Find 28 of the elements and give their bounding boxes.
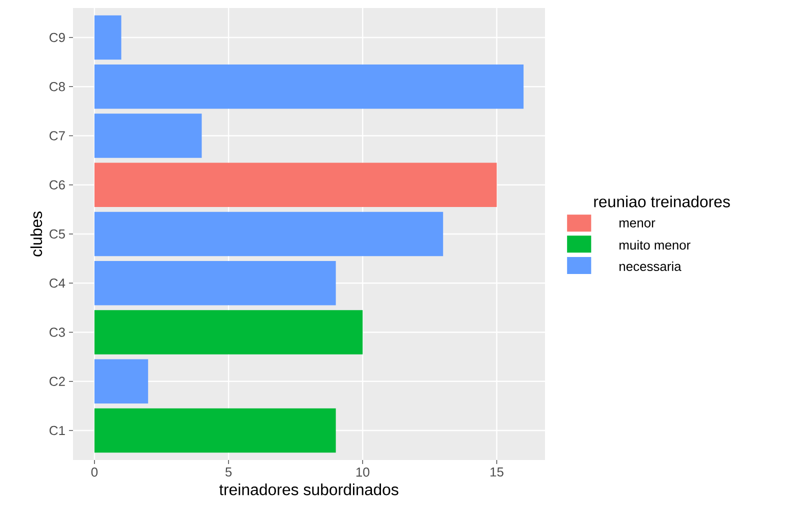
y-tick-label: C6: [50, 180, 65, 190]
y-tick-label: C9: [50, 32, 65, 42]
bar: [94, 212, 444, 256]
x-tick-label: 15: [490, 468, 504, 477]
y-axis-title: clubes: [30, 212, 42, 256]
x-tick-label: 10: [356, 468, 370, 477]
x-axis-title: treinadores subordinados: [219, 484, 398, 496]
x-tick-label: 5: [225, 468, 232, 477]
y-tick-label: C1: [50, 426, 65, 436]
y-tick-label: C4: [50, 278, 66, 288]
x-tick-label: 0: [91, 468, 98, 477]
bar: [94, 114, 202, 158]
y-tick-label: C2: [50, 376, 65, 386]
bar: [94, 64, 524, 109]
bar: [94, 15, 122, 60]
legend-label: muito menor: [620, 240, 690, 250]
bar: [94, 162, 497, 207]
y-tick-label: C7: [50, 131, 65, 140]
legend-label: necessaria: [620, 262, 682, 272]
bar: [94, 310, 363, 354]
bar: [94, 261, 336, 306]
y-tick-label: C3: [50, 328, 65, 337]
y-tick-label: C8: [50, 82, 65, 92]
y-tick-label: C5: [50, 229, 65, 239]
bar: [94, 359, 148, 404]
legend-label: menor: [620, 220, 656, 228]
legend-title: reuniao treinadores: [594, 196, 730, 208]
bar: [94, 408, 336, 453]
